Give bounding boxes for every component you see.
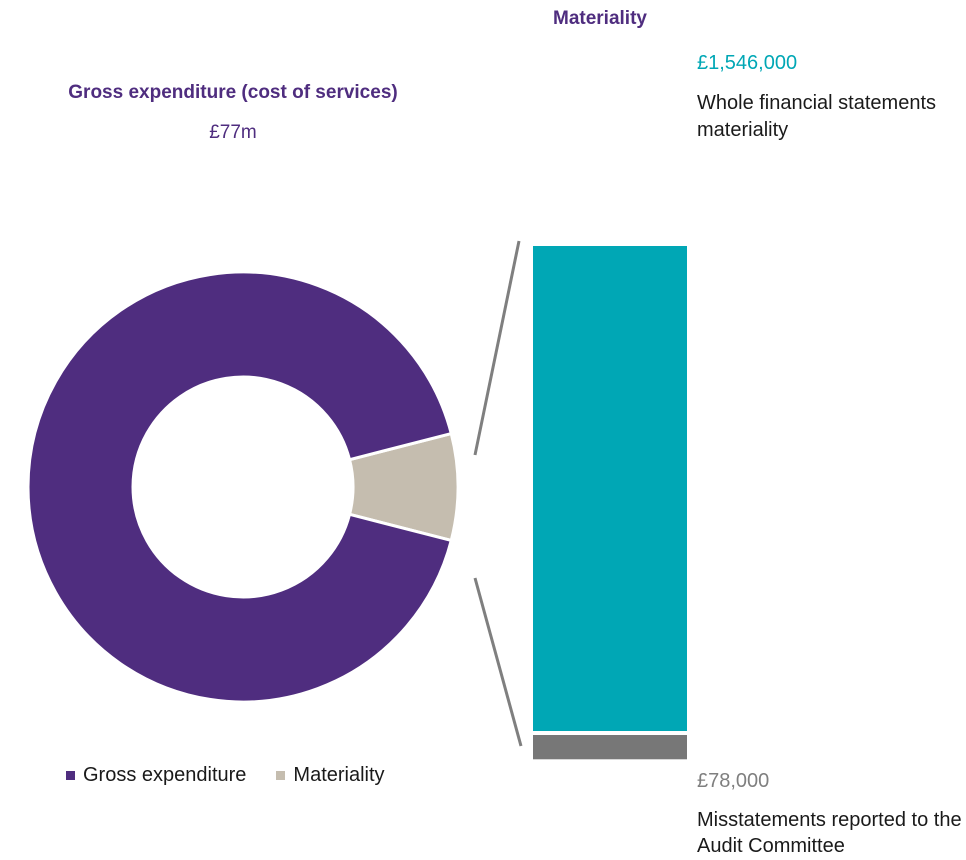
connector-line-0: [473, 240, 521, 456]
bar-chart-title: Materiality: [553, 8, 647, 29]
bar-segment-description: Whole financial statements materiality: [697, 92, 937, 141]
stacked-bar-chart: [533, 246, 687, 760]
bar-segment-value-label: £78,000: [697, 770, 770, 792]
donut-chart: [26, 270, 460, 704]
legend-item-materiality: Materiality: [276, 764, 385, 787]
donut-chart-title: Gross expenditure (cost of services): [68, 82, 398, 103]
bar-segment-1: [533, 735, 687, 760]
bar-segment-description: Misstatements reported to the Audit Comm…: [697, 809, 962, 857]
bar-segment-value-label: £1,546,000: [697, 52, 798, 74]
legend-label: Materiality: [293, 764, 385, 786]
connector-line-1: [473, 577, 523, 747]
donut-chart-subtitle: £77m: [209, 122, 257, 143]
donut-legend: Gross expenditure Materiality: [66, 764, 415, 787]
legend-label: Gross expenditure: [83, 764, 247, 786]
bar-connector-lines: [473, 240, 523, 747]
legend-item-gross-expenditure: Gross expenditure: [66, 764, 246, 787]
donut-slice-gross-expenditure: [26, 270, 454, 704]
legend-swatch: [66, 771, 75, 780]
legend-swatch: [276, 771, 286, 780]
bar-segment-0: [533, 246, 687, 731]
